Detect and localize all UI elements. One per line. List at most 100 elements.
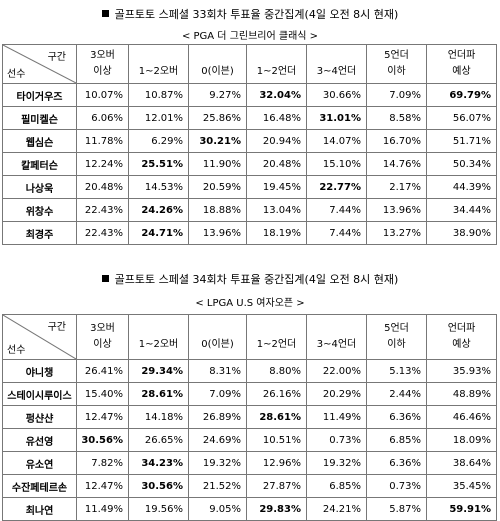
vote-rate-cell: 12.24% — [76, 152, 129, 176]
column-header: 0(이븐) — [188, 314, 247, 360]
column-header: 3~4언더 — [306, 44, 367, 84]
vote-rate-cell: 7.44% — [306, 221, 367, 245]
vote-rate-cell: 22.43% — [76, 198, 129, 222]
vote-rate-cell: 14.18% — [128, 405, 189, 429]
vote-rate-cell: 5.87% — [366, 497, 427, 521]
vote-rate-cell: 20.48% — [76, 175, 129, 199]
square-bullet-icon — [101, 10, 109, 17]
section-1-title-text: 골프토토 스페셜 33회차 투표율 중간집계(4일 오전 8시 현재) — [114, 8, 399, 21]
player-name: 칼페터슨 — [2, 152, 77, 176]
column-header: 언더파 예상 — [426, 44, 497, 84]
section-2-subtitle: < LPGA U.S 여자오픈 > — [195, 298, 305, 309]
vote-rate-cell: 28.61% — [246, 405, 307, 429]
vote-rate-cell: 12.47% — [76, 405, 129, 429]
vote-rate-cell: 69.79% — [426, 83, 497, 107]
vote-rate-cell: 6.06% — [76, 106, 129, 130]
vote-rate-cell: 24.69% — [188, 428, 247, 452]
section-2-title: 골프토토 스페셜 34회차 투표율 중간집계(4일 오전 8시 현재) — [0, 271, 500, 287]
section-1-title: 골프토토 스페셜 33회차 투표율 중간집계(4일 오전 8시 현재) — [0, 6, 500, 22]
vote-rate-cell: 30.21% — [188, 129, 247, 153]
column-header-line2: 이하 — [387, 66, 406, 77]
vote-rate-cell: 15.40% — [76, 382, 129, 406]
vote-rate-cell: 20.94% — [246, 129, 307, 153]
header-row: 구간 선수 3오버 이상 1~2오버 0(이븐) 1~2언더 3~4언더 5언더 이하 언더파 예상 — [2, 44, 497, 84]
vote-rate-cell: 11.49% — [306, 405, 367, 429]
vote-rate-cell: 30.56% — [128, 474, 189, 498]
player-name: 최경주 — [2, 221, 77, 245]
vote-rate-cell: 59.91% — [426, 497, 497, 521]
section-2-table: 구간 선수 3오버 이상 1~2오버 0(이븐) 1~2언더 3~4언더 5언더 이하 언더파 예상 야… — [2, 314, 497, 521]
column-header-line2: 1~2오버 — [138, 66, 179, 77]
column-header-line2: 0(이븐) — [201, 339, 234, 350]
section-1-subtitle: < PGA 더 그린브리어 클래식 > — [181, 31, 319, 42]
column-header: 1~2언더 — [246, 314, 307, 360]
vote-rate-cell: 18.19% — [246, 221, 307, 245]
vote-rate-cell: 7.09% — [366, 83, 427, 107]
player-name: 타이거우즈 — [2, 83, 77, 107]
vote-rate-cell: 25.51% — [128, 152, 189, 176]
vote-rate-cell: 10.87% — [128, 83, 189, 107]
vote-rate-cell: 21.52% — [188, 474, 247, 498]
vote-rate-cell: 11.90% — [188, 152, 247, 176]
vote-rate-cell: 26.41% — [76, 359, 129, 383]
column-header-line2: 1~2언더 — [256, 339, 297, 350]
column-header-line1: 5언더 — [384, 323, 409, 334]
vote-rate-cell: 19.32% — [188, 451, 247, 475]
player-name: 웹심슨 — [2, 129, 77, 153]
table-row: 야니챙 26.41% 29.34% 8.31% 8.80% 22.00% 5.13% 35.9… — [2, 359, 497, 383]
vote-rate-cell: 20.29% — [306, 382, 367, 406]
vote-rate-cell: 34.23% — [128, 451, 189, 475]
vote-rate-cell: 19.56% — [128, 497, 189, 521]
vote-rate-cell: 18.09% — [426, 428, 497, 452]
column-header-line2: 예상 — [452, 339, 471, 350]
vote-rate-cell: 24.71% — [128, 221, 189, 245]
vote-rate-cell: 8.58% — [366, 106, 427, 130]
column-header-line1: 3오버 — [90, 323, 115, 334]
vote-rate-cell: 13.96% — [366, 198, 427, 222]
column-header-line2: 이상 — [93, 339, 112, 350]
vote-rate-cell: 10.07% — [76, 83, 129, 107]
vote-rate-cell: 20.48% — [246, 152, 307, 176]
square-bullet-icon — [101, 275, 109, 282]
vote-rate-cell: 24.26% — [128, 198, 189, 222]
vote-rate-cell: 10.51% — [246, 428, 307, 452]
vote-rate-cell: 12.01% — [128, 106, 189, 130]
vote-rate-cell: 11.78% — [76, 129, 129, 153]
vote-rate-cell: 38.90% — [426, 221, 497, 245]
table-row: 웹심슨 11.78% 6.29% 30.21% 20.94% 14.07% 16.70% 51… — [2, 129, 497, 153]
vote-rate-cell: 25.86% — [188, 106, 247, 130]
column-header-line1 — [189, 48, 246, 64]
column-header-line2: 3~4언더 — [316, 66, 357, 77]
vote-rate-cell: 8.80% — [246, 359, 307, 383]
vote-rate-cell: 6.36% — [366, 451, 427, 475]
column-header: 3~4언더 — [306, 314, 367, 360]
section-2-title-text: 골프토토 스페셜 34회차 투표율 중간집계(4일 오전 8시 현재) — [114, 273, 399, 286]
column-header-line1 — [247, 321, 306, 337]
vote-rate-cell: 35.93% — [426, 359, 497, 383]
column-header: 1~2언더 — [246, 44, 307, 84]
column-header: 1~2오버 — [128, 314, 189, 360]
column-header-line1: 언더파 — [447, 323, 476, 334]
vote-rate-cell: 22.77% — [306, 175, 367, 199]
vote-rate-cell: 20.59% — [188, 175, 247, 199]
vote-rate-cell: 26.16% — [246, 382, 307, 406]
header-corner-range-label: 구간 — [47, 322, 66, 333]
header-row: 구간 선수 3오버 이상 1~2오버 0(이븐) 1~2언더 3~4언더 5언더 이하 언더파 예상 — [2, 314, 497, 360]
player-name: 스테이시루이스 — [2, 382, 77, 406]
vote-rate-cell: 51.71% — [426, 129, 497, 153]
vote-rate-cell: 30.66% — [306, 83, 367, 107]
column-header-line2: 이하 — [387, 339, 406, 350]
diagonal-divider-icon — [3, 45, 76, 83]
player-name: 야니챙 — [2, 359, 77, 383]
column-header-line2: 1~2오버 — [138, 339, 179, 350]
player-name: 나상욱 — [2, 175, 77, 199]
vote-rate-cell: 5.13% — [366, 359, 427, 383]
column-header-line2: 예상 — [452, 66, 471, 77]
vote-rate-cell: 2.17% — [366, 175, 427, 199]
section-1-table: 구간 선수 3오버 이상 1~2오버 0(이븐) 1~2언더 3~4언더 5언더 이하 언더파 예상 타… — [2, 44, 497, 245]
header-corner-cell: 구간 선수 — [2, 44, 77, 84]
column-header-line1 — [189, 321, 246, 337]
vote-rate-cell: 18.88% — [188, 198, 247, 222]
vote-rate-cell: 0.73% — [306, 428, 367, 452]
